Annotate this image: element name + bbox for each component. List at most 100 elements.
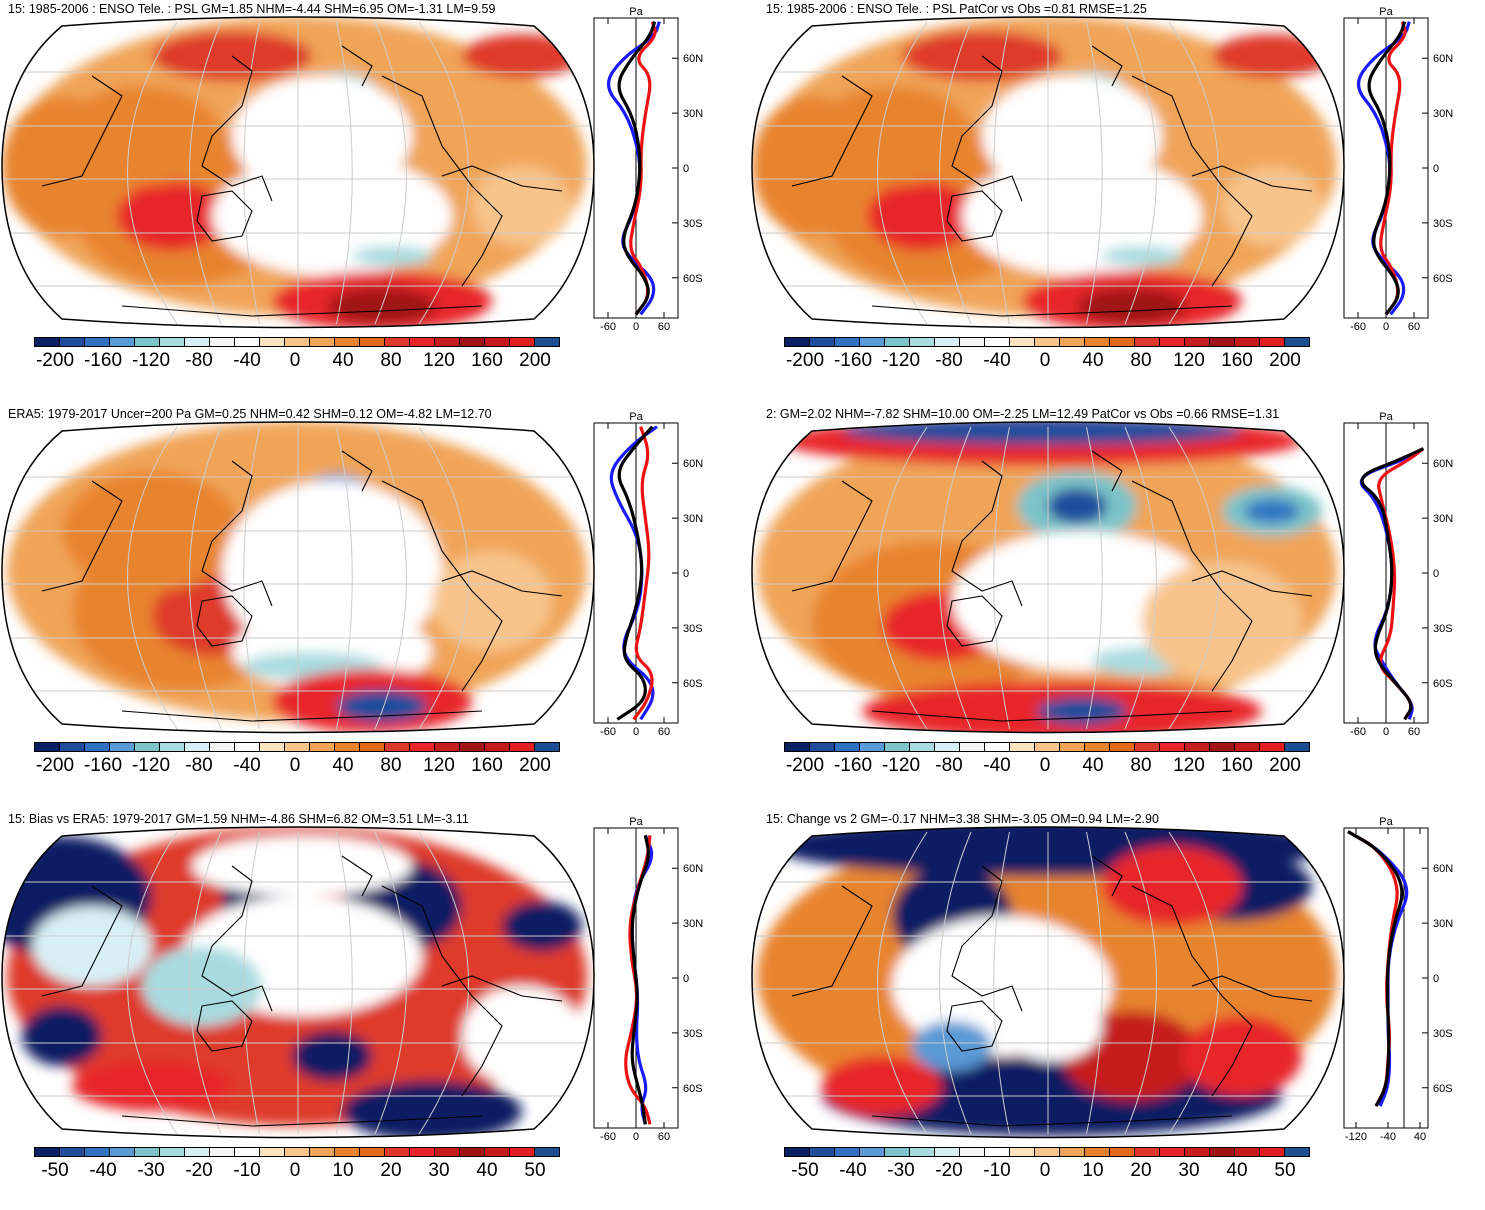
- profile-lat-label: 60S: [1433, 273, 1453, 285]
- colorbar-label: -200: [35, 755, 75, 776]
- anomaly-region: [192, 836, 412, 896]
- colorbar-swatch: [935, 338, 960, 346]
- colorbar-swatch: [135, 743, 160, 751]
- colorbar-swatch: [35, 1148, 60, 1156]
- colorbar-label: 10: [332, 1160, 354, 1181]
- profile-unit: Pa: [1379, 411, 1393, 423]
- coastline: [871, 710, 1233, 722]
- profile-lat-label: 0: [683, 568, 689, 580]
- colorbar-label: 40: [1226, 1160, 1248, 1181]
- zonal-profile: Pa 60N 30N 0 30S 60S -60 0 60: [593, 6, 703, 333]
- coastline: [1191, 570, 1313, 597]
- colorbar-label: 0: [1039, 350, 1051, 371]
- profile-value-label: -60: [1350, 726, 1366, 738]
- profile-value-label: 0: [1383, 726, 1389, 738]
- profile-value-label: 0: [633, 726, 639, 738]
- colorbar-swatch: [410, 1148, 435, 1156]
- colorbar-label: -80: [185, 755, 213, 776]
- robinson-map: [1, 421, 595, 734]
- colorbar-swatch: [335, 338, 360, 346]
- colorbar-swatch: [1135, 1148, 1160, 1156]
- panel-3: ERA5: 1979-2017 Uncer=200 Pa GM=0.25 NHM…: [0, 405, 740, 805]
- colorbar-label: -200: [785, 350, 825, 371]
- profile-line-blue: [1356, 21, 1411, 316]
- profile-line-blue: [1347, 830, 1409, 1107]
- panel-title: 15: Bias vs ERA5: 1979-2017 GM=1.59 NHM=…: [8, 812, 469, 826]
- profile-value-label: -60: [600, 726, 616, 738]
- colorbar-label: 40: [1082, 350, 1104, 371]
- colorbar-swatch: [510, 1148, 535, 1156]
- colorbar-label: 160: [471, 350, 503, 371]
- profile-lat-label: 30S: [1433, 1028, 1453, 1040]
- colorbar-label: 30: [428, 1160, 450, 1181]
- colorbar-swatch: [860, 338, 885, 346]
- colorbar-label: 0: [289, 755, 301, 776]
- colorbar-swatch: [1135, 338, 1160, 346]
- colorbar-label: 40: [1082, 755, 1104, 776]
- coastline: [951, 865, 1023, 1012]
- colorbar-swatch: [110, 338, 135, 346]
- colorbar-swatch: [1160, 338, 1185, 346]
- profile-lat-label: 60N: [683, 53, 703, 65]
- colorbar-label: 200: [519, 755, 551, 776]
- colorbar-label: 120: [1173, 755, 1205, 776]
- colorbar-label: -40: [983, 755, 1011, 776]
- colorbar-swatch: [1060, 338, 1085, 346]
- panel-title: ERA5: 1979-2017 Uncer=200 Pa GM=0.25 NHM…: [8, 407, 492, 421]
- colorbar-label: -160: [83, 755, 123, 776]
- colorbar-label: -40: [839, 1160, 867, 1181]
- profile-lat-label: 60S: [683, 1083, 703, 1095]
- colorbar-label: 160: [1221, 350, 1253, 371]
- colorbar-swatch: [310, 743, 335, 751]
- coastline: [196, 190, 253, 242]
- profile-value-label: 60: [658, 726, 670, 738]
- coastline: [341, 45, 373, 87]
- anomaly-region: [337, 690, 427, 722]
- colorbar-swatch: [985, 1148, 1010, 1156]
- coastline: [871, 1115, 1233, 1127]
- colorbar-swatch: [435, 1148, 460, 1156]
- colorbar-swatch: [1060, 1148, 1085, 1156]
- colorbar-swatch: [960, 338, 985, 346]
- colorbar-swatch: [1160, 743, 1185, 751]
- colorbar-label: -50: [791, 1160, 819, 1181]
- colorbar-swatch: [60, 338, 85, 346]
- colorbar-swatch: [135, 338, 160, 346]
- colorbar-swatch: [360, 743, 385, 751]
- coastline: [441, 975, 563, 1002]
- colorbar-swatch: [35, 743, 60, 751]
- colorbar-swatch: [210, 338, 235, 346]
- profile-lat-label: 30N: [683, 918, 703, 930]
- colorbar-swatch: [910, 338, 935, 346]
- colorbar-swatch: [285, 1148, 310, 1156]
- profile-lat-label: 60S: [683, 273, 703, 285]
- colorbar-label: -50: [41, 1160, 69, 1181]
- colorbar-swatch: [1285, 338, 1309, 346]
- panel-title: 15: 1985-2006 : ENSO Tele. : PSL PatCor …: [766, 2, 1147, 16]
- profile-value-label: 60: [1408, 321, 1420, 333]
- colorbar-swatch: [1185, 1148, 1210, 1156]
- coastline: [41, 480, 123, 592]
- anomaly-region: [462, 34, 582, 78]
- coastline: [201, 865, 273, 1012]
- colorbar-swatch: [235, 338, 260, 346]
- colorbar-label: -200: [785, 755, 825, 776]
- coastline: [1131, 75, 1253, 287]
- colorbar-label: -40: [89, 1160, 117, 1181]
- profile-lat-label: 30S: [683, 1028, 703, 1040]
- colorbar-swatch: [535, 338, 559, 346]
- colorbar-swatch: [435, 743, 460, 751]
- profile-line-black: [1347, 830, 1404, 1107]
- profile-line-blue: [606, 21, 661, 316]
- anomaly-region: [752, 96, 872, 236]
- colorbar-swatch: [310, 1148, 335, 1156]
- colorbar-swatch: [485, 338, 510, 346]
- profile-lat-label: 0: [1433, 973, 1439, 985]
- panel-title: 15: 1985-2006 : ENSO Tele. : PSL GM=1.85…: [8, 2, 496, 16]
- colorbar-swatch: [385, 743, 410, 751]
- colorbar-label: -40: [233, 350, 261, 371]
- colorbar-swatch: [1110, 338, 1135, 346]
- colorbar-label: 80: [1130, 350, 1152, 371]
- coastline: [946, 595, 1003, 647]
- colorbar-label: -30: [887, 1160, 915, 1181]
